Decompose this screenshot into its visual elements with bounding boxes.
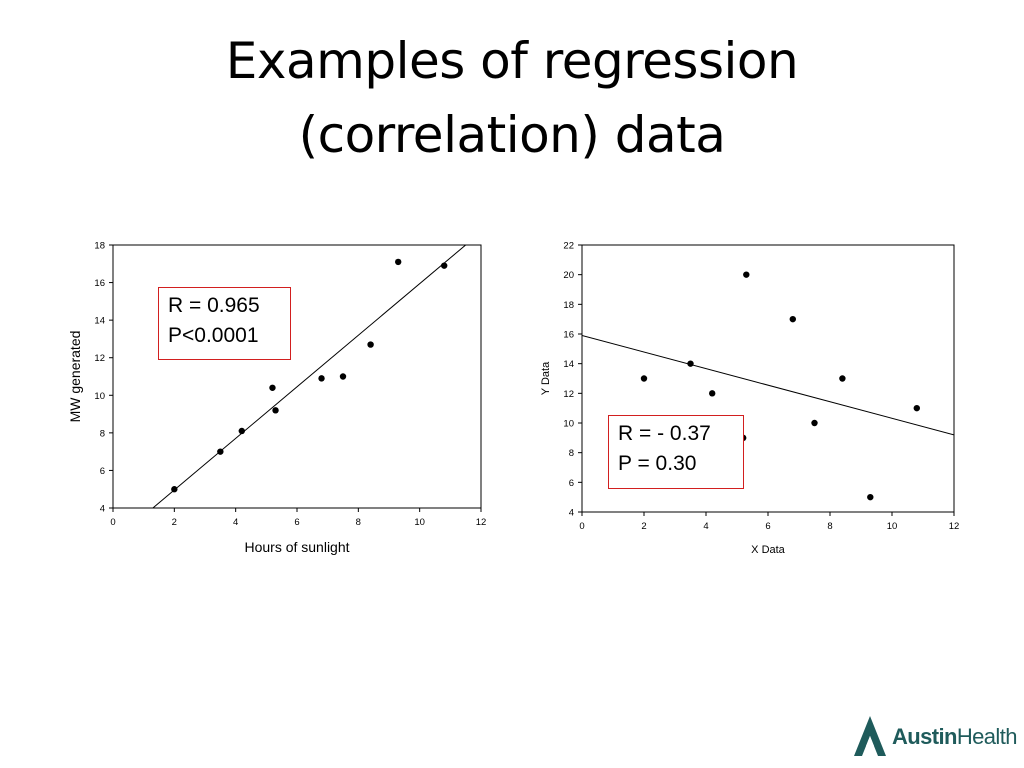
data-point xyxy=(339,373,347,380)
austin-health-emblem-icon xyxy=(854,716,886,756)
data-point xyxy=(217,448,224,455)
y-axis-label: MW generated xyxy=(67,331,83,423)
x-tick-label: 2 xyxy=(172,517,177,528)
data-point xyxy=(238,427,245,435)
y-tick-label: 4 xyxy=(569,508,574,519)
correlation-stats-box-1: R = 0.965 P<0.0001 xyxy=(158,287,291,360)
regression-line xyxy=(152,245,466,508)
y-tick-label: 8 xyxy=(569,448,574,459)
correlation-r-value: R = - 0.37 xyxy=(618,422,711,445)
correlation-p-value: P = 0.30 xyxy=(618,452,697,475)
x-tick-label: 12 xyxy=(476,517,487,528)
data-point xyxy=(441,262,448,269)
y-tick-label: 20 xyxy=(563,270,574,281)
x-tick-label: 4 xyxy=(233,517,238,528)
logo-brand-bold: Austin xyxy=(892,724,957,749)
y-tick-label: 12 xyxy=(563,389,574,400)
data-point xyxy=(640,375,648,382)
y-tick-label: 16 xyxy=(563,330,574,341)
y-tick-label: 6 xyxy=(569,478,574,489)
x-tick-label: 4 xyxy=(703,521,708,532)
slide-title-line-1: Examples of regression xyxy=(225,32,799,90)
regression-line xyxy=(582,335,954,436)
correlation-r-value: R = 0.965 xyxy=(168,294,260,317)
correlation-p-value: P<0.0001 xyxy=(168,324,259,347)
y-tick-label: 14 xyxy=(563,359,574,370)
x-tick-label: 6 xyxy=(294,517,299,528)
x-tick-label: 10 xyxy=(414,517,425,528)
data-point xyxy=(367,341,374,348)
y-tick-label: 6 xyxy=(100,466,105,477)
data-point xyxy=(811,419,818,427)
x-tick-label: 12 xyxy=(949,521,960,532)
data-point xyxy=(171,486,178,493)
data-point xyxy=(839,375,846,382)
x-axis-label: X Data xyxy=(751,544,786,556)
data-point xyxy=(743,271,750,278)
y-tick-label: 4 xyxy=(100,504,105,515)
data-point xyxy=(318,375,325,382)
plot-frame xyxy=(112,244,482,509)
x-tick-label: 2 xyxy=(641,521,646,532)
y-tick-label: 12 xyxy=(94,353,105,364)
data-point xyxy=(269,384,276,391)
x-tick-label: 10 xyxy=(887,521,898,532)
data-point xyxy=(789,315,796,323)
austin-health-wordmark: AustinHealth xyxy=(892,724,1017,750)
y-tick-label: 18 xyxy=(563,300,574,311)
x-tick-label: 0 xyxy=(110,517,115,528)
y-tick-label: 14 xyxy=(94,316,105,327)
y-tick-label: 18 xyxy=(94,241,105,252)
data-point xyxy=(913,404,920,412)
x-tick-label: 0 xyxy=(579,521,584,532)
data-point xyxy=(395,258,402,266)
y-tick-label: 16 xyxy=(94,278,105,289)
slide-title: Examples of regression (correlation) dat… xyxy=(0,24,1024,172)
logo-brand-regular: Health xyxy=(956,724,1018,749)
y-tick-label: 10 xyxy=(94,391,105,402)
data-point xyxy=(272,407,279,414)
x-tick-label: 6 xyxy=(765,521,770,532)
slide-title-line-2: (correlation) data xyxy=(298,106,726,164)
y-tick-label: 8 xyxy=(100,428,105,439)
austin-health-logo: AustinHealth xyxy=(852,714,1017,760)
x-tick-label: 8 xyxy=(827,521,832,532)
correlation-stats-box-2: R = - 0.37 P = 0.30 xyxy=(608,415,744,489)
chart-2: 0 2 4 6 8 10 12 4 6 8 10 12 14 16 18 20 22 X Data Y Data xyxy=(540,241,959,557)
data-point xyxy=(709,390,716,397)
y-axis-label: Y Data xyxy=(540,361,552,395)
x-tick-label: 8 xyxy=(356,517,361,528)
data-point xyxy=(867,493,874,501)
y-tick-label: 10 xyxy=(563,419,574,430)
chart-1: 0 2 4 6 8 10 12 4 6 8 10 12 14 16 18 Hours of sunlight M… xyxy=(67,241,486,556)
data-point xyxy=(687,360,694,367)
y-tick-label: 22 xyxy=(563,241,574,252)
x-axis-label: Hours of sunlight xyxy=(244,539,349,555)
